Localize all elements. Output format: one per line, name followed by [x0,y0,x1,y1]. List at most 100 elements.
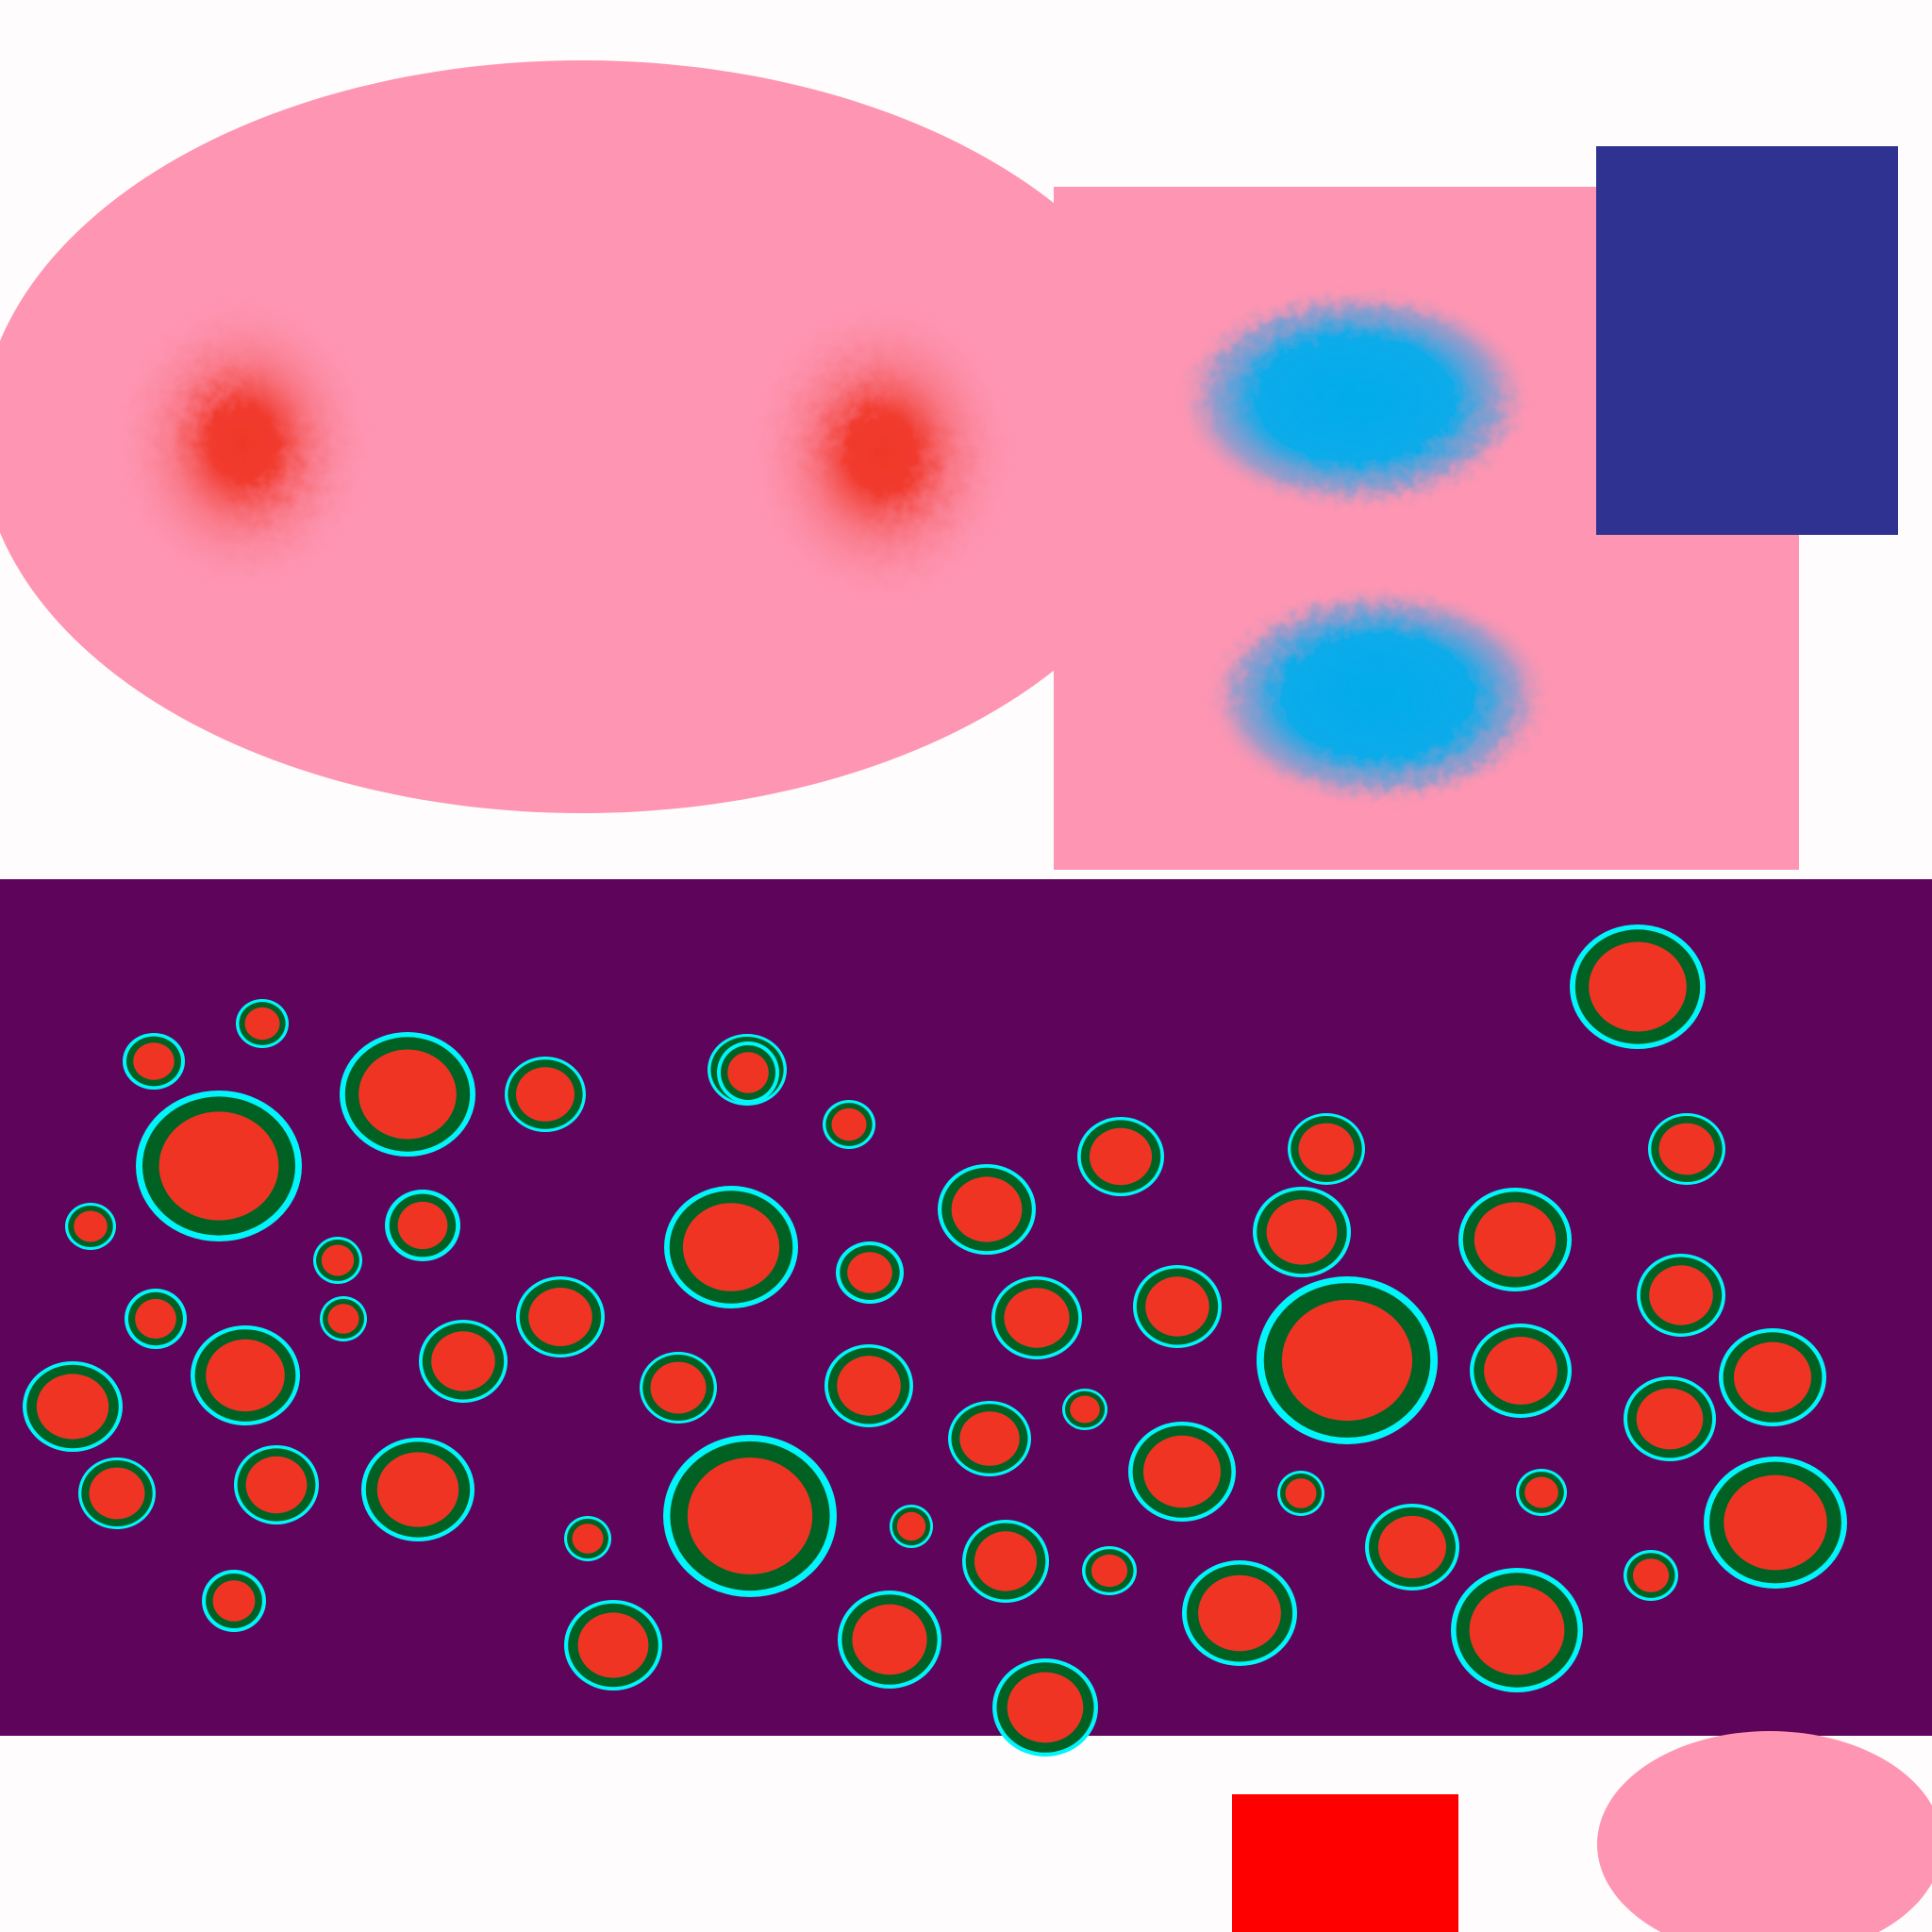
cell-core [727,1052,769,1093]
cell-core [327,1304,359,1334]
cell-core [1091,1554,1128,1588]
cell-core [1298,1123,1355,1175]
cell [340,1032,475,1157]
cell [664,1186,798,1308]
cell-core [1145,1276,1209,1337]
cell-core [1589,941,1687,1032]
cell-core [431,1331,495,1391]
cell-core [74,1210,108,1242]
cell [202,1570,266,1632]
cell-core [1143,1435,1221,1508]
cell-core [1089,1127,1153,1186]
cell [125,1289,187,1349]
cell-core [837,1356,901,1416]
cell-core [847,1252,892,1293]
cell [1719,1328,1826,1426]
cell [505,1057,586,1132]
cell [1257,1276,1438,1444]
cell [1128,1422,1236,1522]
pink-ellipse-small [1597,1731,1932,1932]
cell-core [528,1288,592,1346]
cell-core [1469,1585,1565,1675]
cell-core [1070,1395,1100,1424]
cell-core [212,1580,256,1622]
cell [717,1041,779,1104]
cell [234,1445,319,1524]
cell [1624,1550,1678,1601]
cell-core [577,1612,649,1678]
cell [948,1401,1031,1476]
cell [191,1325,300,1425]
cell-core [1649,1265,1713,1325]
cell-core [206,1339,285,1412]
cell-core [852,1604,927,1675]
cell [1182,1560,1297,1666]
cell [1365,1504,1459,1591]
cell [938,1164,1036,1255]
cell-core [376,1452,459,1527]
red-square [1232,1794,1458,1932]
cell [564,1600,662,1690]
navy-square [1596,146,1898,535]
cell-core [1004,1288,1070,1348]
cell-core [1198,1574,1281,1652]
cell [78,1457,156,1529]
red-blob-left [111,292,375,594]
cell [991,1276,1082,1359]
cell [838,1591,941,1689]
cell [1470,1324,1572,1418]
cell-core [133,1042,175,1080]
cell [1648,1113,1725,1185]
cell [1133,1265,1222,1348]
cell [1516,1469,1567,1516]
cell-core [687,1457,813,1574]
cell [663,1435,837,1597]
cell [1253,1187,1351,1277]
cell-core [135,1298,176,1340]
cell-core [321,1244,355,1276]
cell [361,1438,475,1541]
red-blob-right [745,297,1019,608]
cell [313,1237,362,1284]
cell-core [1524,1476,1558,1508]
cell [1624,1376,1716,1461]
cell-core [650,1361,707,1414]
cell-core [1007,1672,1084,1743]
cell [564,1516,611,1561]
cell [236,999,289,1048]
cell-core [516,1067,575,1122]
cell-core [896,1511,926,1541]
cell [136,1091,302,1241]
cell-core [1378,1515,1446,1579]
blue-blob-upper [1175,286,1534,512]
cell [890,1505,933,1548]
cell-core [1266,1199,1338,1265]
cell [1637,1254,1725,1337]
cell [1277,1471,1324,1516]
cell [320,1296,367,1341]
cell [1062,1389,1108,1430]
cell [962,1520,1049,1603]
cell-core [89,1467,145,1520]
cell-core [1658,1123,1715,1175]
cell [824,1344,913,1427]
cell [1458,1188,1572,1291]
cell [385,1190,460,1261]
cell-core [572,1524,604,1554]
cell [419,1320,508,1403]
cell [1704,1457,1847,1589]
cell [992,1658,1098,1757]
cell [640,1352,717,1424]
cell-core [1632,1558,1670,1592]
cell [23,1361,123,1452]
cell-core [951,1176,1023,1242]
cell [836,1241,904,1304]
cell-core [1636,1388,1704,1450]
cell [1077,1117,1164,1196]
cell-core [36,1374,109,1440]
cell-core [1285,1478,1317,1508]
cell [1288,1113,1365,1185]
cell-core [1474,1202,1557,1277]
blue-blob-lower [1204,585,1553,808]
